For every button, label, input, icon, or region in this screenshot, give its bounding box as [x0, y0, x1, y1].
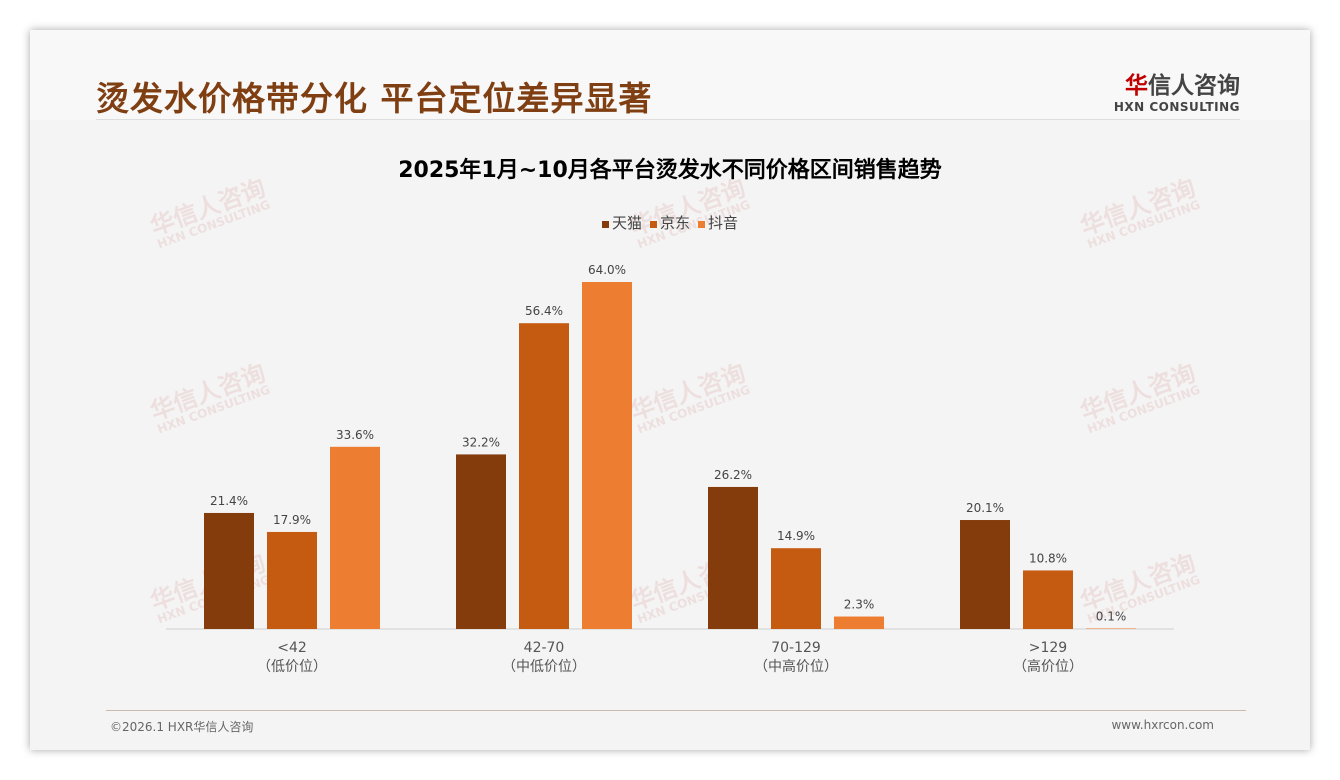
logo: 华信人咨询 HXN CONSULTING [1113, 73, 1240, 114]
x-tick-label: >129 [1029, 640, 1067, 656]
x-tick-label: 70-129 [771, 640, 821, 656]
page-title: 烫发水价格带分化 平台定位差异显著 [96, 79, 653, 118]
bar [267, 531, 317, 629]
data-label: 21.4% [210, 494, 248, 508]
bar [1023, 570, 1073, 629]
divider [96, 119, 1240, 120]
legend-item: 天猫 [601, 214, 642, 232]
bar [582, 282, 632, 629]
data-label: 14.9% [777, 529, 815, 543]
bar [960, 520, 1010, 629]
bar [771, 548, 821, 629]
chart: 21.4% 17.9% 33.6% <42 （低价位） 32.2% 56.4% 64.0% 42… [166, 263, 1174, 675]
data-label: 33.6% [336, 428, 374, 442]
legend: 天猫 京东 抖音 [30, 212, 1310, 233]
x-tick-label: <42 [277, 640, 307, 656]
bar [519, 323, 569, 629]
footer-divider [106, 710, 1246, 711]
bar [834, 616, 884, 629]
data-label: 17.9% [273, 513, 311, 527]
header [30, 30, 1310, 120]
x-tick-sublabel: （中低价位） [502, 659, 586, 675]
copyright: ©2026.1 HXR华信人咨询 [110, 720, 254, 734]
x-tick-sublabel: （低价位） [257, 659, 327, 675]
bar [330, 446, 380, 629]
bar [1086, 628, 1136, 629]
data-label: 20.1% [966, 501, 1004, 515]
data-label: 26.2% [714, 468, 752, 482]
x-tick-sublabel: （高价位） [1013, 658, 1083, 675]
data-label: 56.4% [525, 304, 563, 318]
slide: 华信人咨询 HXN CONSULTING 华信人咨询 HXN CONSULTING … [30, 30, 1310, 750]
data-label: 32.2% [462, 435, 500, 449]
data-label: 0.1% [1096, 609, 1127, 623]
x-tick-sublabel: （中高价位） [754, 658, 838, 675]
bar [456, 454, 506, 629]
x-tick-label: 42-70 [524, 640, 565, 656]
data-label: 64.0% [588, 263, 626, 277]
website-url: www.hxrcon.com [1111, 718, 1214, 732]
legend-item: 抖音 [698, 214, 738, 232]
data-label: 10.8% [1029, 551, 1067, 565]
bar [204, 512, 254, 629]
chart-title: 2025年1月~10月各平台烫发水不同价格区间销售趋势 [398, 158, 942, 183]
bar [708, 486, 758, 629]
legend-item: 京东 [649, 214, 690, 232]
data-label: 2.3% [844, 598, 875, 612]
